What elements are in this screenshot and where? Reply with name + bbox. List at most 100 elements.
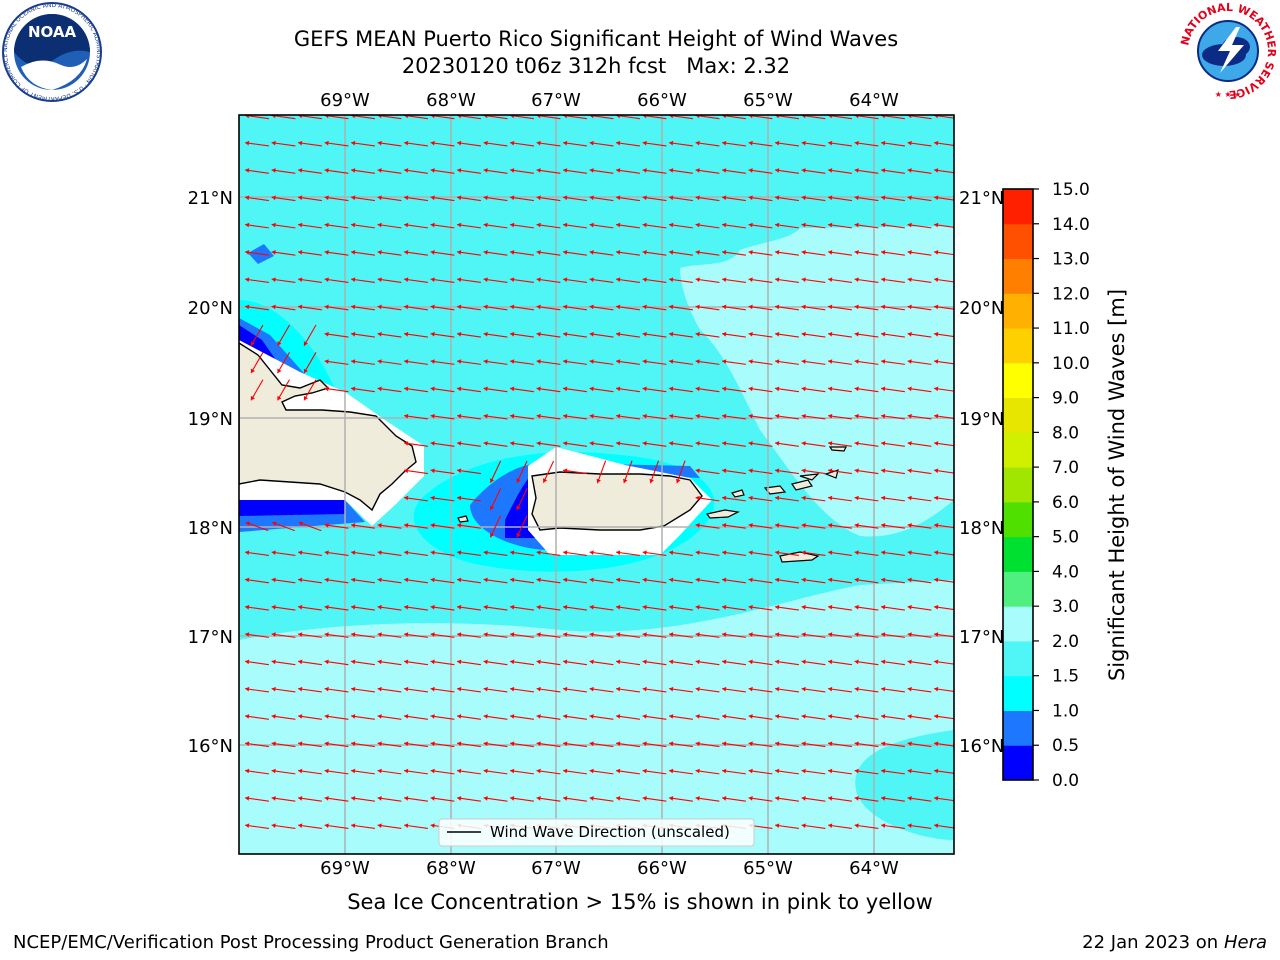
wave-direction-arrow: [669, 550, 693, 557]
wave-direction-arrow: [483, 741, 508, 748]
wave-direction-arrow: [377, 304, 402, 311]
wave-direction-arrow: [404, 577, 428, 584]
wave-direction-arrow: [775, 304, 799, 311]
wave-direction-arrow: [483, 413, 508, 420]
chart-title: GEFS MEAN Puerto Rico Significant Height…: [293, 27, 899, 51]
colorbar-segment: [1003, 640, 1033, 677]
wave-direction-arrow: [907, 195, 932, 202]
wave-direction-arrow: [801, 550, 826, 557]
wave-direction-arrow: [489, 488, 502, 511]
wave-direction-arrow: [457, 577, 481, 584]
wave-direction-arrow: [881, 331, 905, 338]
wave-direction-arrow: [642, 632, 667, 638]
wave-direction-arrow: [510, 277, 534, 284]
wave-direction-arrow: [589, 195, 614, 202]
wave-direction-arrow: [245, 222, 269, 229]
colorbar-tick-label: 13.0: [1052, 250, 1090, 270]
wave-direction-arrow: [907, 823, 932, 830]
wave-direction-arrow: [430, 468, 455, 475]
wave-direction-arrow: [563, 331, 587, 338]
wave-direction-arrow: [907, 168, 932, 174]
wave-direction-arrow: [430, 277, 455, 284]
wave-direction-arrow: [828, 604, 852, 611]
wave-direction-arrow: [854, 277, 879, 284]
wave-direction-arrow: [483, 331, 508, 338]
wave-direction-arrow: [616, 140, 640, 147]
wave-direction-arrow: [510, 304, 534, 311]
wave-direction-arrow: [563, 550, 587, 557]
wave-direction-arrow: [510, 550, 534, 557]
wave-direction-arrow: [828, 468, 852, 475]
wave-direction-arrow: [828, 140, 852, 147]
wave-direction-arrow: [430, 768, 455, 775]
wave-direction-arrow: [489, 515, 502, 538]
wave-direction-arrow: [245, 168, 269, 174]
wave-direction-arrow: [324, 741, 349, 748]
wind-wave-direction-arrows: [245, 115, 954, 830]
wave-direction-arrow: [801, 386, 826, 393]
wave-direction-arrow: [669, 577, 693, 584]
wave-direction-arrow: [695, 250, 720, 256]
wave-direction-arrow: [377, 604, 402, 611]
wave-direction-arrow: [483, 768, 508, 775]
colorbar-tick-label: 0.5: [1052, 736, 1079, 756]
wave-direction-arrow: [589, 359, 614, 365]
wave-direction-arrow: [669, 659, 693, 666]
wave-direction-arrow: [536, 304, 561, 311]
wave-direction-arrow: [596, 460, 607, 484]
wave-direction-arrow: [695, 413, 720, 420]
colorbar-tick-label: 3.0: [1052, 597, 1079, 617]
wave-direction-arrow: [483, 796, 508, 802]
wave-direction-arrow: [748, 604, 773, 611]
wave-direction-arrow: [881, 659, 905, 666]
wave-direction-arrow: [881, 359, 905, 365]
wave-direction-arrow: [722, 632, 746, 638]
colorbar-tick-label: 6.0: [1052, 493, 1079, 513]
wave-direction-arrow: [907, 632, 932, 638]
wave-direction-arrow: [589, 168, 614, 174]
wave-direction-arrow: [907, 550, 932, 557]
wave-direction-arrow: [801, 523, 826, 529]
wave-direction-arrow: [775, 195, 799, 202]
lon-label-top: 68°W: [426, 90, 476, 111]
legend-label: Wind Wave Direction (unscaled): [490, 823, 730, 841]
wave-direction-arrow: [404, 359, 428, 365]
island-vieques: [705, 509, 740, 519]
wave-direction-arrow: [801, 768, 826, 775]
wave-direction-arrow: [854, 331, 879, 338]
wave-direction-arrow: [616, 768, 640, 775]
lon-label-top: 66°W: [637, 90, 687, 111]
wave-direction-arrow: [722, 686, 746, 693]
wave-direction-arrow: [324, 796, 349, 802]
wave-direction-arrow: [516, 515, 528, 538]
wave-direction-arrow: [854, 686, 879, 693]
wave-direction-arrow: [722, 331, 746, 338]
island-virgin-gorda: [799, 473, 820, 481]
wave-direction-arrow: [828, 304, 852, 311]
wave-direction-arrow: [377, 140, 402, 147]
wave-direction-arrow: [642, 768, 667, 775]
wave-direction-arrow: [622, 460, 633, 484]
wave-direction-arrow: [250, 352, 264, 374]
wave-direction-arrow: [775, 468, 799, 475]
wave-direction-arrow: [351, 796, 375, 802]
wave-direction-arrow: [303, 379, 317, 401]
colorbar-tick-label: 2.0: [1052, 632, 1079, 652]
wave-direction-arrow: [854, 386, 879, 393]
wave-direction-arrow: [536, 277, 561, 284]
wave-direction-arrow: [430, 195, 455, 202]
colorbar-tick-label: 10.0: [1052, 354, 1090, 374]
wave-direction-arrow: [563, 577, 587, 584]
wave-direction-arrow: [430, 222, 455, 229]
wave-direction-arrow: [351, 714, 375, 720]
wave-direction-arrow: [351, 168, 375, 174]
wave-direction-arrow: [907, 304, 932, 311]
wave-direction-arrow: [324, 195, 349, 202]
wave-direction-arrow: [245, 741, 269, 748]
island-tortola: [791, 479, 813, 491]
wave-direction-arrow: [271, 195, 296, 202]
wave-direction-arrow: [881, 168, 905, 174]
wave-direction-arrow: [377, 386, 402, 393]
wave-direction-arrow: [722, 195, 746, 202]
colorbar-segment: [1003, 571, 1033, 607]
